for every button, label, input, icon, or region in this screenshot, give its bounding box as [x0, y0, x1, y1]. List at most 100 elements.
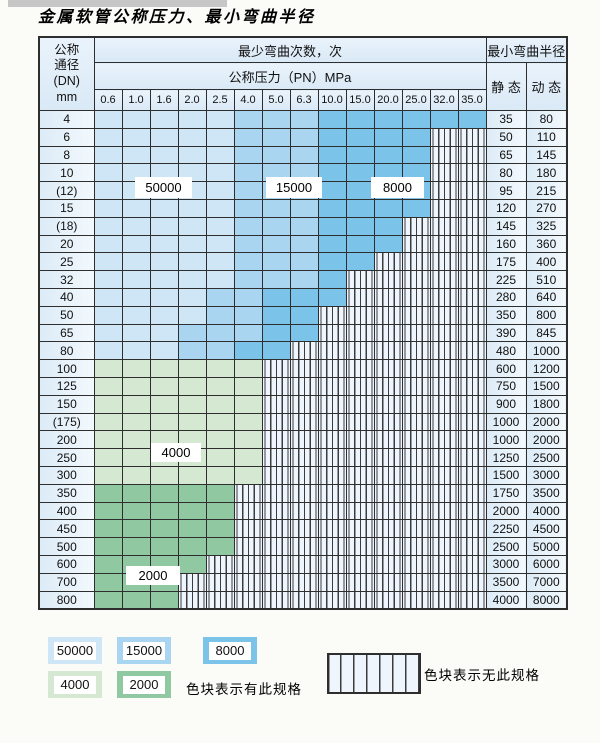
- spec-cell-no-spec: [317, 323, 347, 343]
- spec-cell-no-spec: [289, 376, 319, 396]
- table-row: 600 3000 6000: [38, 554, 568, 574]
- legend-hatch-swatch: [327, 653, 421, 694]
- pressure-col-15.0: 15.0: [345, 89, 375, 111]
- pressure-header: 公称压力（PN）MPa: [93, 62, 487, 90]
- spec-cell-no-spec: [345, 465, 375, 485]
- spec-cell-no-spec: [429, 572, 459, 592]
- dn-cell: 300: [38, 465, 95, 485]
- pressure-col-25.0: 25.0: [401, 89, 431, 111]
- spec-cell-50000: [93, 287, 123, 307]
- spec-cell-no-spec: [429, 412, 459, 432]
- spec-cell-no-spec: [205, 590, 235, 610]
- spec-cell-no-spec: [233, 572, 263, 592]
- spec-cell-no-spec: [373, 376, 403, 396]
- spec-cell-no-spec: [429, 537, 459, 556]
- dynamic-value: 510: [525, 270, 568, 289]
- spec-cell-no-spec: [373, 270, 403, 289]
- spec-cell-no-spec: [261, 483, 291, 503]
- spec-cell-15000: [205, 287, 235, 307]
- spec-cell-no-spec: [317, 394, 347, 414]
- spec-cell-no-spec: [261, 537, 291, 556]
- dynamic-value: 8000: [525, 590, 568, 610]
- spec-cell-no-spec: [317, 554, 347, 574]
- spec-cell-no-spec: [429, 465, 459, 485]
- spec-cell-8000: [345, 127, 375, 147]
- spec-cell-no-spec: [429, 394, 459, 414]
- bend-cycles-header: 最少弯曲次数，次: [93, 36, 487, 63]
- spec-cell-2000: [205, 483, 235, 503]
- spec-cell-no-spec: [401, 287, 431, 307]
- spec-cell-8000: [317, 145, 347, 165]
- pressure-col-1.6: 1.6: [149, 89, 179, 111]
- spec-cell-no-spec: [457, 430, 487, 450]
- spec-cell-no-spec: [429, 216, 459, 236]
- spec-cell-8000: [429, 110, 459, 129]
- spec-cell-50000: [149, 341, 179, 361]
- spec-cell-8000: [457, 110, 487, 129]
- spec-cell-no-spec: [373, 572, 403, 592]
- spec-cell-no-spec: [457, 359, 487, 378]
- spec-cell-50000: [121, 127, 151, 147]
- spec-cell-no-spec: [177, 572, 207, 592]
- spec-cell-2000: [93, 537, 123, 556]
- spec-cell-no-spec: [345, 305, 375, 325]
- spec-cell-no-spec: [429, 359, 459, 378]
- spec-cell-no-spec: [373, 359, 403, 378]
- spec-cell-15000: [289, 270, 319, 289]
- spec-cell-4000: [177, 412, 207, 432]
- spec-cell-no-spec: [345, 537, 375, 556]
- pressure-col-4.0: 4.0: [233, 89, 263, 111]
- spec-cell-4000: [177, 465, 207, 485]
- spec-cell-no-spec: [401, 270, 431, 289]
- spec-cell-2000: [149, 483, 179, 503]
- table-row: 200 1000 2000: [38, 430, 568, 450]
- band-label-2000: 2000: [126, 566, 180, 585]
- spec-cell-4000: [149, 359, 179, 378]
- spec-cell-50000: [177, 287, 207, 307]
- spec-cell-50000: [205, 234, 235, 254]
- spec-cell-50000: [177, 145, 207, 165]
- pressure-col-20.0: 20.0: [373, 89, 403, 111]
- spec-cell-no-spec: [205, 554, 235, 574]
- spec-cell-8000: [261, 341, 291, 361]
- legend-swatch-label: 50000: [54, 641, 96, 660]
- spec-cell-2000: [149, 501, 179, 521]
- static-value: 2500: [485, 537, 527, 556]
- table-row: 700 3500 7000: [38, 572, 568, 592]
- spec-cell-50000: [177, 127, 207, 147]
- dynamic-value: 1800: [525, 394, 568, 414]
- static-value: 750: [485, 376, 527, 396]
- spec-cell-no-spec: [317, 572, 347, 592]
- spec-cell-15000: [233, 163, 263, 183]
- spec-cell-50000: [149, 323, 179, 343]
- spec-cell-15000: [233, 127, 263, 147]
- table-row: 300 1500 3000: [38, 465, 568, 485]
- spec-cell-no-spec: [261, 430, 291, 450]
- spec-cell-no-spec: [373, 501, 403, 521]
- spec-cell-no-spec: [401, 501, 431, 521]
- spec-cell-no-spec: [401, 554, 431, 574]
- table-row: 150 900 1800: [38, 394, 568, 414]
- pressure-col-5.0: 5.0: [261, 89, 291, 111]
- spec-cell-no-spec: [429, 127, 459, 147]
- spec-cell-4000: [233, 394, 263, 414]
- spec-cell-50000: [121, 145, 151, 165]
- dn-cell: 400: [38, 501, 95, 521]
- dn-cell: 32: [38, 270, 95, 289]
- spec-cell-no-spec: [401, 323, 431, 343]
- dn-cell: 65: [38, 323, 95, 343]
- dynamic-value: 640: [525, 287, 568, 307]
- spec-cell-50000: [93, 323, 123, 343]
- spec-cell-50000: [121, 234, 151, 254]
- spec-cell-15000: [233, 252, 263, 272]
- spec-cell-no-spec: [345, 448, 375, 467]
- spec-cell-50000: [121, 110, 151, 129]
- legend-swatch-50000: 50000: [48, 637, 102, 664]
- spec-cell-no-spec: [429, 341, 459, 361]
- dynamic-value: 215: [525, 181, 568, 200]
- spec-cell-50000: [205, 145, 235, 165]
- spec-cell-15000: [261, 110, 291, 129]
- pressure-col-2.0: 2.0: [177, 89, 207, 111]
- spec-cell-no-spec: [373, 590, 403, 610]
- band-label-4000: 4000: [151, 443, 201, 462]
